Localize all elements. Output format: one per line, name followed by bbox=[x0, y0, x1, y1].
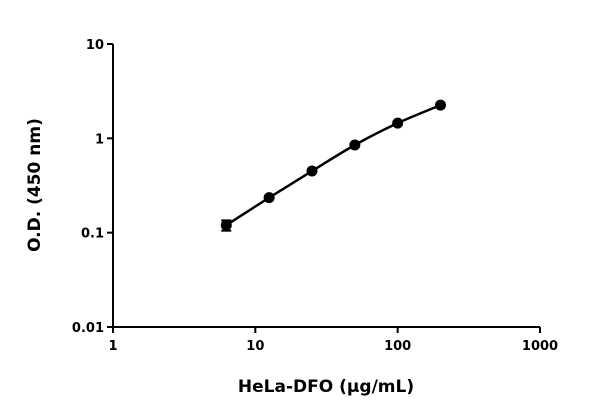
x-axis-title: HeLa-DFO (µg/mL) bbox=[238, 377, 414, 397]
y-tick-label: 0.01 bbox=[72, 321, 104, 336]
y-tick-label: 1 bbox=[95, 132, 104, 147]
axes: 1 10 100 1000 0.01 0.1 1 10 bbox=[72, 38, 558, 354]
data-point bbox=[349, 139, 361, 151]
fit-curve bbox=[225, 103, 441, 227]
data-point bbox=[220, 219, 232, 231]
y-tick-label: 0.1 bbox=[81, 227, 104, 242]
y-axis-title: O.D. (450 nm) bbox=[25, 118, 45, 252]
x-tick-label: 1000 bbox=[522, 339, 558, 354]
x-tick-label: 1 bbox=[108, 339, 117, 354]
data-marks bbox=[220, 99, 447, 232]
data-point bbox=[306, 165, 318, 177]
data-point bbox=[435, 99, 447, 111]
data-point bbox=[263, 192, 275, 204]
x-tick-label: 10 bbox=[246, 339, 264, 354]
data-point bbox=[392, 117, 404, 129]
x-tick-label: 100 bbox=[384, 339, 411, 354]
y-tick-label: 10 bbox=[86, 38, 104, 53]
